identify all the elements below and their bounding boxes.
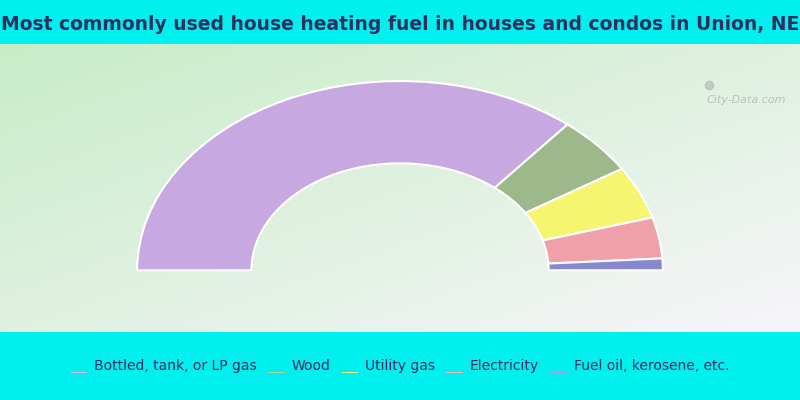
Wedge shape (137, 81, 567, 270)
Text: City-Data.com: City-Data.com (706, 96, 786, 106)
Wedge shape (494, 124, 622, 213)
Wedge shape (548, 258, 663, 270)
Wedge shape (526, 169, 653, 240)
Legend: Bottled, tank, or LP gas, Wood, Utility gas, Electricity, Fuel oil, kerosene, et: Bottled, tank, or LP gas, Wood, Utility … (65, 353, 735, 379)
Text: Most commonly used house heating fuel in houses and condos in Union, NE: Most commonly used house heating fuel in… (1, 15, 799, 34)
Wedge shape (542, 218, 662, 264)
